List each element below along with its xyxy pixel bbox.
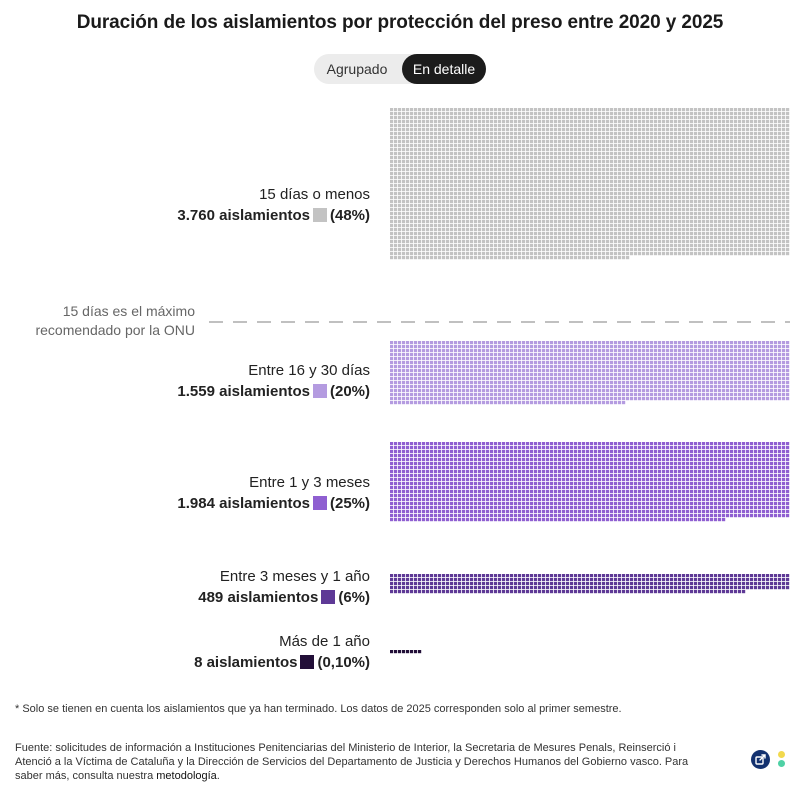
waffle-partial-row <box>390 590 746 594</box>
legend-swatch <box>312 384 327 398</box>
category-label-0: 15 días o menos 3.760 aislamientos (48%) <box>177 184 370 227</box>
waffle-block-3 <box>390 574 790 594</box>
category-name: Entre 3 meses y 1 año <box>219 568 370 585</box>
methodology-link[interactable]: metodología <box>156 770 217 782</box>
onu-threshold-label: 15 días es el máximo recomendado por la … <box>35 302 195 340</box>
category-count: 1.984 aislamientos <box>177 495 310 512</box>
brand-dot-yellow <box>778 751 785 758</box>
category-percent: (48%) <box>329 207 370 224</box>
waffle-full-rows <box>390 442 790 518</box>
onu-threshold-line2: recomendado por la ONU <box>35 322 195 338</box>
share-external-icon[interactable] <box>751 750 770 769</box>
brand-dot-green <box>778 760 785 767</box>
source-end: . <box>216 770 220 782</box>
waffle-partial-row <box>390 650 422 654</box>
detail-toggle-button[interactable]: En detalle <box>402 54 486 84</box>
brand-dots-icon <box>778 751 785 767</box>
legend-swatch <box>312 496 327 510</box>
category-count: 8 aislamientos <box>194 654 298 671</box>
category-count: 1.559 aislamientos <box>177 383 310 400</box>
category-label-2: Entre 1 y 3 meses 1.984 aislamientos (25%… <box>177 472 370 515</box>
category-name: 15 días o menos <box>259 186 370 203</box>
waffle-block-2 <box>390 442 790 522</box>
category-name: Más de 1 año <box>279 633 370 650</box>
category-percent: (6%) <box>338 589 370 606</box>
legend-swatch <box>312 208 327 222</box>
chart-title: Duración de los aislamientos por protecc… <box>76 12 724 33</box>
waffle-full-rows <box>390 574 790 590</box>
category-label-1: Entre 16 y 30 días 1.559 aislamientos (20… <box>177 360 370 403</box>
waffle-chart <box>209 108 790 654</box>
category-percent: (0,10%) <box>317 654 370 671</box>
category-count: 489 aislamientos <box>198 589 319 606</box>
waffle-block-4 <box>390 650 422 654</box>
waffle-partial-row <box>390 401 626 405</box>
legend-swatch <box>321 590 336 604</box>
view-toggle: Agrupado En detalle <box>314 54 486 84</box>
source-note: Fuente: solicitudes de información a Ins… <box>15 741 715 783</box>
onu-threshold-line1: 15 días es el máximo <box>62 303 195 319</box>
waffle-block-0 <box>390 108 790 260</box>
category-percent: (20%) <box>329 383 370 400</box>
waffle-block-1 <box>390 341 790 405</box>
legend-swatch <box>300 655 315 669</box>
category-name: Entre 1 y 3 meses <box>249 474 370 491</box>
category-percent: (25%) <box>329 495 370 512</box>
footnote: * Solo se tienen en cuenta los aislamien… <box>15 703 622 715</box>
waffle-full-rows <box>390 341 790 401</box>
category-label-3: Entre 3 meses y 1 año 489 aislamientos (6… <box>198 566 370 609</box>
waffle-partial-row <box>390 518 726 522</box>
category-count: 3.760 aislamientos <box>177 207 310 224</box>
grouped-toggle-button[interactable]: Agrupado <box>326 61 388 77</box>
source-text: Fuente: solicitudes de información a Ins… <box>15 742 689 782</box>
category-name: Entre 16 y 30 días <box>248 362 370 379</box>
category-label-4: Más de 1 año 8 aislamientos (0,10%) <box>194 631 370 674</box>
waffle-partial-row <box>390 256 630 260</box>
waffle-full-rows <box>390 108 790 256</box>
